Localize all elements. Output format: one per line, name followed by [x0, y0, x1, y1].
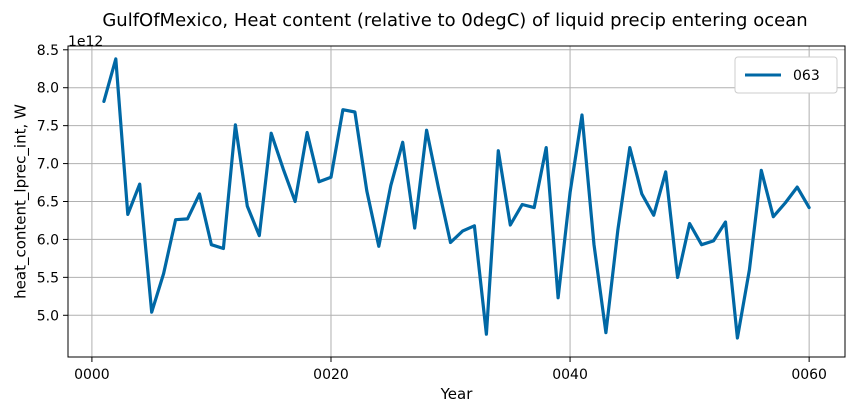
axis-ticks: 0000 0020 0040 0060 5.0 5.5 6.0 6.5 7.0 7.5 8.0 8.5	[37, 43, 827, 383]
x-tick-label: 0000	[74, 367, 110, 383]
legend-box	[734, 56, 838, 94]
y-tick-label: 8.5	[37, 43, 59, 59]
x-tick-label: 0020	[313, 367, 349, 383]
x-axis-label: Year	[440, 385, 474, 403]
y-tick-label: 6.0	[37, 232, 59, 248]
legend: 063	[734, 56, 838, 94]
grid-lines	[68, 46, 845, 357]
chart-title: GulfOfMexico, Heat content (relative to …	[102, 10, 807, 31]
y-tick-label: 6.5	[37, 195, 59, 211]
y-axis-offset-label: 1e12	[68, 34, 103, 50]
x-tick-label: 0060	[791, 367, 827, 383]
y-tick-label: 5.5	[37, 270, 59, 286]
series-line-063	[102, 57, 811, 340]
x-tick-label: 0040	[552, 367, 588, 383]
y-tick-label: 8.0	[37, 81, 59, 97]
y-axis-label: heat_content_lprec_int, W	[11, 104, 30, 299]
y-tick-label: 7.5	[37, 119, 59, 135]
legend-entry-label: 063	[793, 68, 820, 84]
y-tick-label: 7.0	[37, 157, 59, 173]
plot-series	[102, 57, 811, 340]
y-tick-label: 5.0	[37, 308, 59, 324]
